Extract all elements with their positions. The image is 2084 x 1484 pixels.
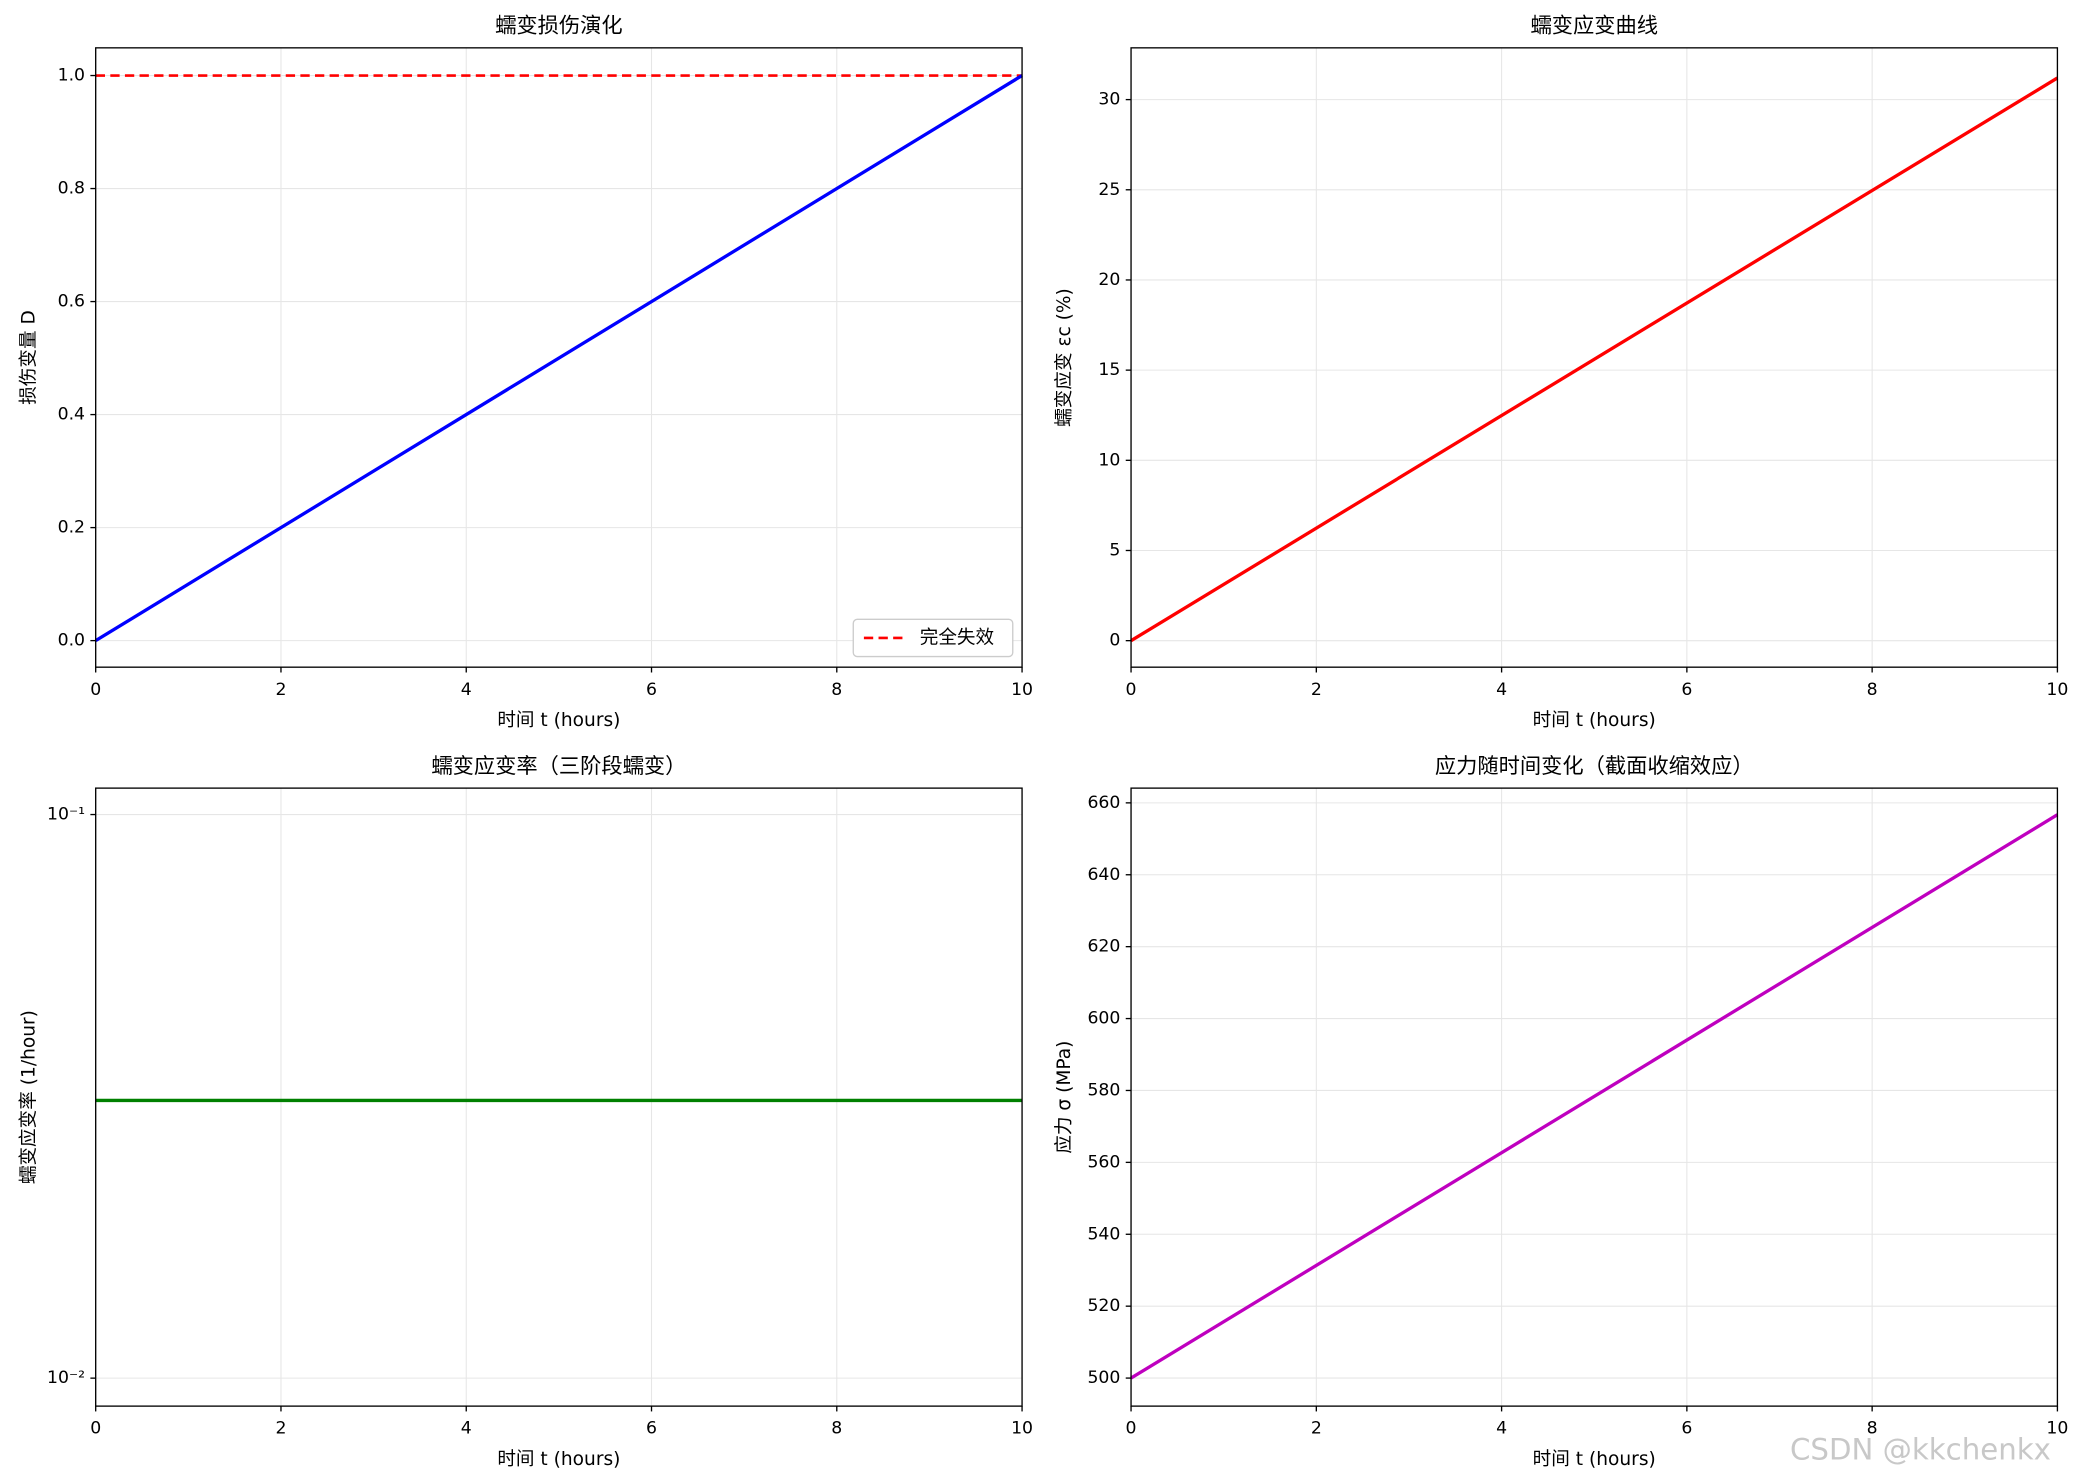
y-tick-label: 0.8 xyxy=(58,179,85,199)
x-tick-label: 0 xyxy=(1126,1419,1137,1439)
chart-title: 蠕变应变率（三阶段蠕变） xyxy=(431,754,686,779)
data-line xyxy=(1130,76,2059,643)
x-tick-label: 6 xyxy=(646,1419,657,1439)
x-tick-label: 8 xyxy=(831,1419,842,1439)
watermark: CSDN @kkchenkx xyxy=(1790,1432,2051,1466)
y-tick-label: 580 xyxy=(1087,1080,1120,1100)
x-tick-label: 6 xyxy=(1681,680,1692,700)
y-tick-label: 560 xyxy=(1087,1152,1120,1172)
y-tick-label: 0.4 xyxy=(58,405,85,425)
y-axis-label: 蠕变应变 εc (%) xyxy=(1054,288,1075,427)
x-tick-label: 10 xyxy=(1011,680,1033,700)
data-line xyxy=(94,74,1023,643)
legend-label: 完全失效 xyxy=(920,627,994,648)
x-tick-label: 10 xyxy=(1011,1419,1033,1439)
y-tick-label: 30 xyxy=(1098,90,1120,110)
x-tick-label: 0 xyxy=(1126,680,1137,700)
x-tick-label: 4 xyxy=(1496,1419,1507,1439)
x-tick-label: 8 xyxy=(1867,1419,1878,1439)
x-tick-label: 8 xyxy=(831,680,842,700)
y-tick-label: 10⁻² xyxy=(47,1368,85,1388)
legend-box xyxy=(852,618,1014,658)
y-tick-label: 660 xyxy=(1087,793,1120,813)
chart-title: 蠕变损伤演化 xyxy=(495,14,623,39)
y-tick-label: 20 xyxy=(1098,270,1120,290)
y-tick-label: 1.0 xyxy=(58,66,85,86)
plot-frame xyxy=(1130,787,2059,1407)
y-tick-label: 520 xyxy=(1087,1296,1120,1316)
y-tick-label: 0.6 xyxy=(58,292,85,312)
x-tick-label: 4 xyxy=(461,680,472,700)
y-tick-label: 0 xyxy=(1109,631,1120,651)
x-tick-label: 4 xyxy=(1496,680,1507,700)
x-tick-label: 0 xyxy=(90,1419,101,1439)
x-axis-label: 时间 t (hours) xyxy=(1533,1449,1656,1470)
y-tick-label: 10 xyxy=(1098,450,1120,470)
plot-frame xyxy=(95,47,1023,668)
y-tick-label: 5 xyxy=(1109,540,1120,560)
chart-title: 蠕变应变曲线 xyxy=(1530,14,1658,39)
y-axis-label: 应力 σ (MPa) xyxy=(1054,1041,1075,1154)
y-axis-label: 损伤变量 D xyxy=(19,310,40,405)
data-line xyxy=(1130,813,2059,1380)
y-tick-label: 620 xyxy=(1087,937,1120,957)
x-tick-label: 0 xyxy=(90,680,101,700)
y-tick-label: 15 xyxy=(1098,360,1120,380)
y-tick-label: 540 xyxy=(1087,1224,1120,1244)
x-tick-label: 10 xyxy=(2046,1419,2068,1439)
x-tick-label: 2 xyxy=(275,1419,286,1439)
y-tick-label: 10⁻¹ xyxy=(47,805,85,825)
x-tick-label: 8 xyxy=(1867,680,1878,700)
y-tick-label: 640 xyxy=(1087,865,1120,885)
x-tick-label: 2 xyxy=(275,680,286,700)
x-axis-label: 时间 t (hours) xyxy=(497,710,620,731)
x-axis-label: 时间 t (hours) xyxy=(1533,710,1656,731)
plot-frame xyxy=(1130,47,2059,668)
chart-title: 应力随时间变化（截面收缩效应） xyxy=(1435,754,1754,779)
y-tick-label: 600 xyxy=(1087,1009,1120,1029)
x-axis-label: 时间 t (hours) xyxy=(497,1449,620,1470)
x-tick-label: 2 xyxy=(1311,680,1322,700)
y-tick-label: 500 xyxy=(1087,1368,1120,1388)
x-tick-label: 2 xyxy=(1311,1419,1322,1439)
y-axis-label: 蠕变应变率 (1/hour) xyxy=(19,1010,40,1184)
x-tick-label: 4 xyxy=(461,1419,472,1439)
x-tick-label: 6 xyxy=(1681,1419,1692,1439)
y-tick-label: 0.0 xyxy=(58,631,85,651)
x-tick-label: 6 xyxy=(646,680,657,700)
y-tick-label: 25 xyxy=(1098,180,1120,200)
y-tick-label: 0.2 xyxy=(58,518,85,538)
x-tick-label: 10 xyxy=(2046,680,2068,700)
plot-frame xyxy=(95,787,1023,1407)
